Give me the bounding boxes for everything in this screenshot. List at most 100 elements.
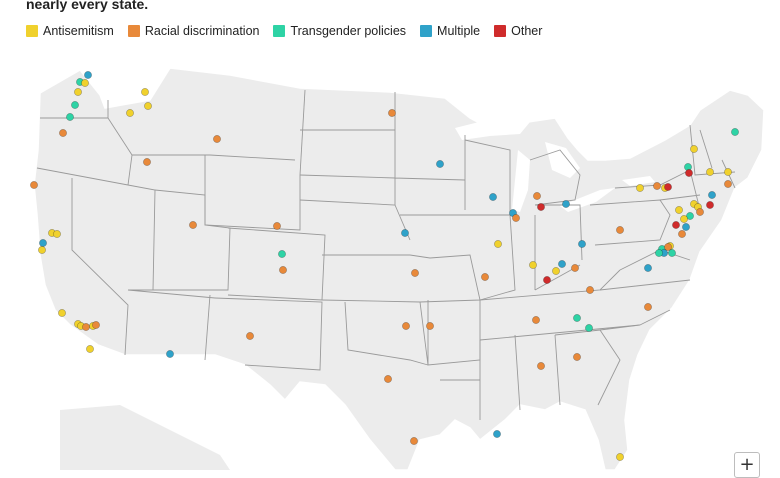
incident-dot-multiple[interactable] xyxy=(708,191,716,199)
incident-dot-racial-discrimination[interactable] xyxy=(653,182,661,190)
incident-dot-multiple[interactable] xyxy=(39,239,47,247)
incident-dot-racial-discrimination[interactable] xyxy=(512,214,520,222)
incident-dot-multiple[interactable] xyxy=(558,260,566,268)
incident-dot-antisemitism[interactable] xyxy=(86,345,94,353)
incident-dot-racial-discrimination[interactable] xyxy=(537,362,545,370)
border-il-in xyxy=(479,214,536,301)
incident-dot-racial-discrimination[interactable] xyxy=(189,221,197,229)
incident-dot-antisemitism[interactable] xyxy=(680,215,688,223)
incident-dot-racial-discrimination[interactable] xyxy=(388,109,396,117)
incident-dot-antisemitism[interactable] xyxy=(53,230,61,238)
incident-dot-antisemitism[interactable] xyxy=(494,240,502,248)
legend-item-transgender-policies[interactable]: Transgender policies xyxy=(273,24,406,38)
incident-dot-racial-discrimination[interactable] xyxy=(532,316,540,324)
incident-dot-multiple[interactable] xyxy=(401,229,409,237)
incident-dot-antisemitism[interactable] xyxy=(706,168,714,176)
incident-dot-transgender-policies[interactable] xyxy=(668,249,676,257)
incident-dot-transgender-policies[interactable] xyxy=(71,101,79,109)
us-map[interactable] xyxy=(0,40,780,470)
incident-dot-transgender-policies[interactable] xyxy=(655,249,663,257)
incident-dot-multiple[interactable] xyxy=(436,160,444,168)
legend-item-multiple[interactable]: Multiple xyxy=(420,24,480,38)
border-ia-mo xyxy=(400,214,481,303)
incident-dot-transgender-policies[interactable] xyxy=(585,324,593,332)
legend-item-other[interactable]: Other xyxy=(494,24,542,38)
incident-dot-racial-discrimination[interactable] xyxy=(586,286,594,294)
incident-dot-transgender-policies[interactable] xyxy=(686,212,694,220)
incident-dot-racial-discrimination[interactable] xyxy=(59,129,67,137)
zoom-in-button[interactable]: + xyxy=(734,452,760,478)
incident-dot-racial-discrimination[interactable] xyxy=(410,437,418,445)
incident-dot-racial-discrimination[interactable] xyxy=(616,226,624,234)
incident-dot-racial-discrimination[interactable] xyxy=(481,273,489,281)
legend-swatch-multiple xyxy=(420,25,433,37)
border-nd-sd xyxy=(299,129,396,179)
incident-dot-antisemitism[interactable] xyxy=(144,102,152,110)
incident-dot-other[interactable] xyxy=(537,203,545,211)
incident-dot-transgender-policies[interactable] xyxy=(66,113,74,121)
legend-swatch-antisemitism xyxy=(26,25,38,37)
incident-dot-racial-discrimination[interactable] xyxy=(571,264,579,272)
incident-dot-antisemitism[interactable] xyxy=(675,206,683,214)
incident-dot-racial-discrimination[interactable] xyxy=(644,303,652,311)
incident-dot-antisemitism[interactable] xyxy=(58,309,66,317)
incident-dot-antisemitism[interactable] xyxy=(552,267,560,275)
incident-dot-other[interactable] xyxy=(685,169,693,177)
incident-dot-antisemitism[interactable] xyxy=(74,88,82,96)
incident-dot-transgender-policies[interactable] xyxy=(731,128,739,136)
border-mt-south xyxy=(132,154,296,161)
incident-dot-racial-discrimination[interactable] xyxy=(273,222,281,230)
incident-dot-racial-discrimination[interactable] xyxy=(664,243,672,251)
incident-dot-racial-discrimination[interactable] xyxy=(411,269,419,277)
incident-dot-multiple[interactable] xyxy=(644,264,652,272)
incident-dot-antisemitism[interactable] xyxy=(126,109,134,117)
incident-dot-other[interactable] xyxy=(664,183,672,191)
incident-dot-racial-discrimination[interactable] xyxy=(30,181,38,189)
border-ms-al xyxy=(479,334,561,420)
incident-dot-racial-discrimination[interactable] xyxy=(213,135,221,143)
incident-dot-racial-discrimination[interactable] xyxy=(92,321,100,329)
incident-dot-racial-discrimination[interactable] xyxy=(143,158,151,166)
incident-dot-antisemitism[interactable] xyxy=(141,88,149,96)
border-ok-tx xyxy=(344,301,429,366)
incident-dot-multiple[interactable] xyxy=(493,430,501,438)
legend-label-multiple: Multiple xyxy=(437,24,481,38)
incident-dot-multiple[interactable] xyxy=(84,71,92,79)
incident-dot-multiple[interactable] xyxy=(562,200,570,208)
incident-dot-other[interactable] xyxy=(672,221,680,229)
incident-dot-racial-discrimination[interactable] xyxy=(696,208,704,216)
incident-dot-antisemitism[interactable] xyxy=(38,246,46,254)
incident-dot-racial-discrimination[interactable] xyxy=(678,230,686,238)
incident-dot-multiple[interactable] xyxy=(166,350,174,358)
incident-dot-racial-discrimination[interactable] xyxy=(573,353,581,361)
incident-dot-antisemitism[interactable] xyxy=(529,261,537,269)
incident-dot-other[interactable] xyxy=(543,276,551,284)
incident-dot-antisemitism[interactable] xyxy=(690,145,698,153)
incident-dot-transgender-policies[interactable] xyxy=(278,250,286,258)
incident-dot-racial-discrimination[interactable] xyxy=(426,322,434,330)
border-mi-lp xyxy=(529,149,581,206)
incident-dot-antisemitism[interactable] xyxy=(616,453,624,461)
incident-dot-racial-discrimination[interactable] xyxy=(384,375,392,383)
incident-dot-antisemitism[interactable] xyxy=(724,168,732,176)
legend-item-antisemitism[interactable]: Antisemitism xyxy=(26,24,114,38)
legend-label-other: Other xyxy=(511,24,543,38)
legend: Antisemitism Racial discrimination Trans… xyxy=(26,24,542,38)
incident-dot-antisemitism[interactable] xyxy=(81,79,89,87)
incident-dot-racial-discrimination[interactable] xyxy=(402,322,410,330)
incident-dot-racial-discrimination[interactable] xyxy=(82,323,90,331)
incident-dot-racial-discrimination[interactable] xyxy=(246,332,254,340)
legend-item-racial-discrimination[interactable]: Racial discrimination xyxy=(127,24,259,38)
subtitle-fragment: nearly every state. xyxy=(26,0,149,12)
legend-label-antisemitism: Antisemitism xyxy=(43,24,114,38)
incident-dot-multiple[interactable] xyxy=(489,193,497,201)
incident-dot-racial-discrimination[interactable] xyxy=(279,266,287,274)
incident-dot-racial-discrimination[interactable] xyxy=(533,192,541,200)
border-az-nm xyxy=(127,289,216,361)
incident-dot-transgender-policies[interactable] xyxy=(573,314,581,322)
incident-dot-racial-discrimination[interactable] xyxy=(724,180,732,188)
incident-dot-multiple[interactable] xyxy=(682,223,690,231)
incident-dot-multiple[interactable] xyxy=(578,240,586,248)
incident-dot-other[interactable] xyxy=(706,201,714,209)
incident-dot-antisemitism[interactable] xyxy=(636,184,644,192)
